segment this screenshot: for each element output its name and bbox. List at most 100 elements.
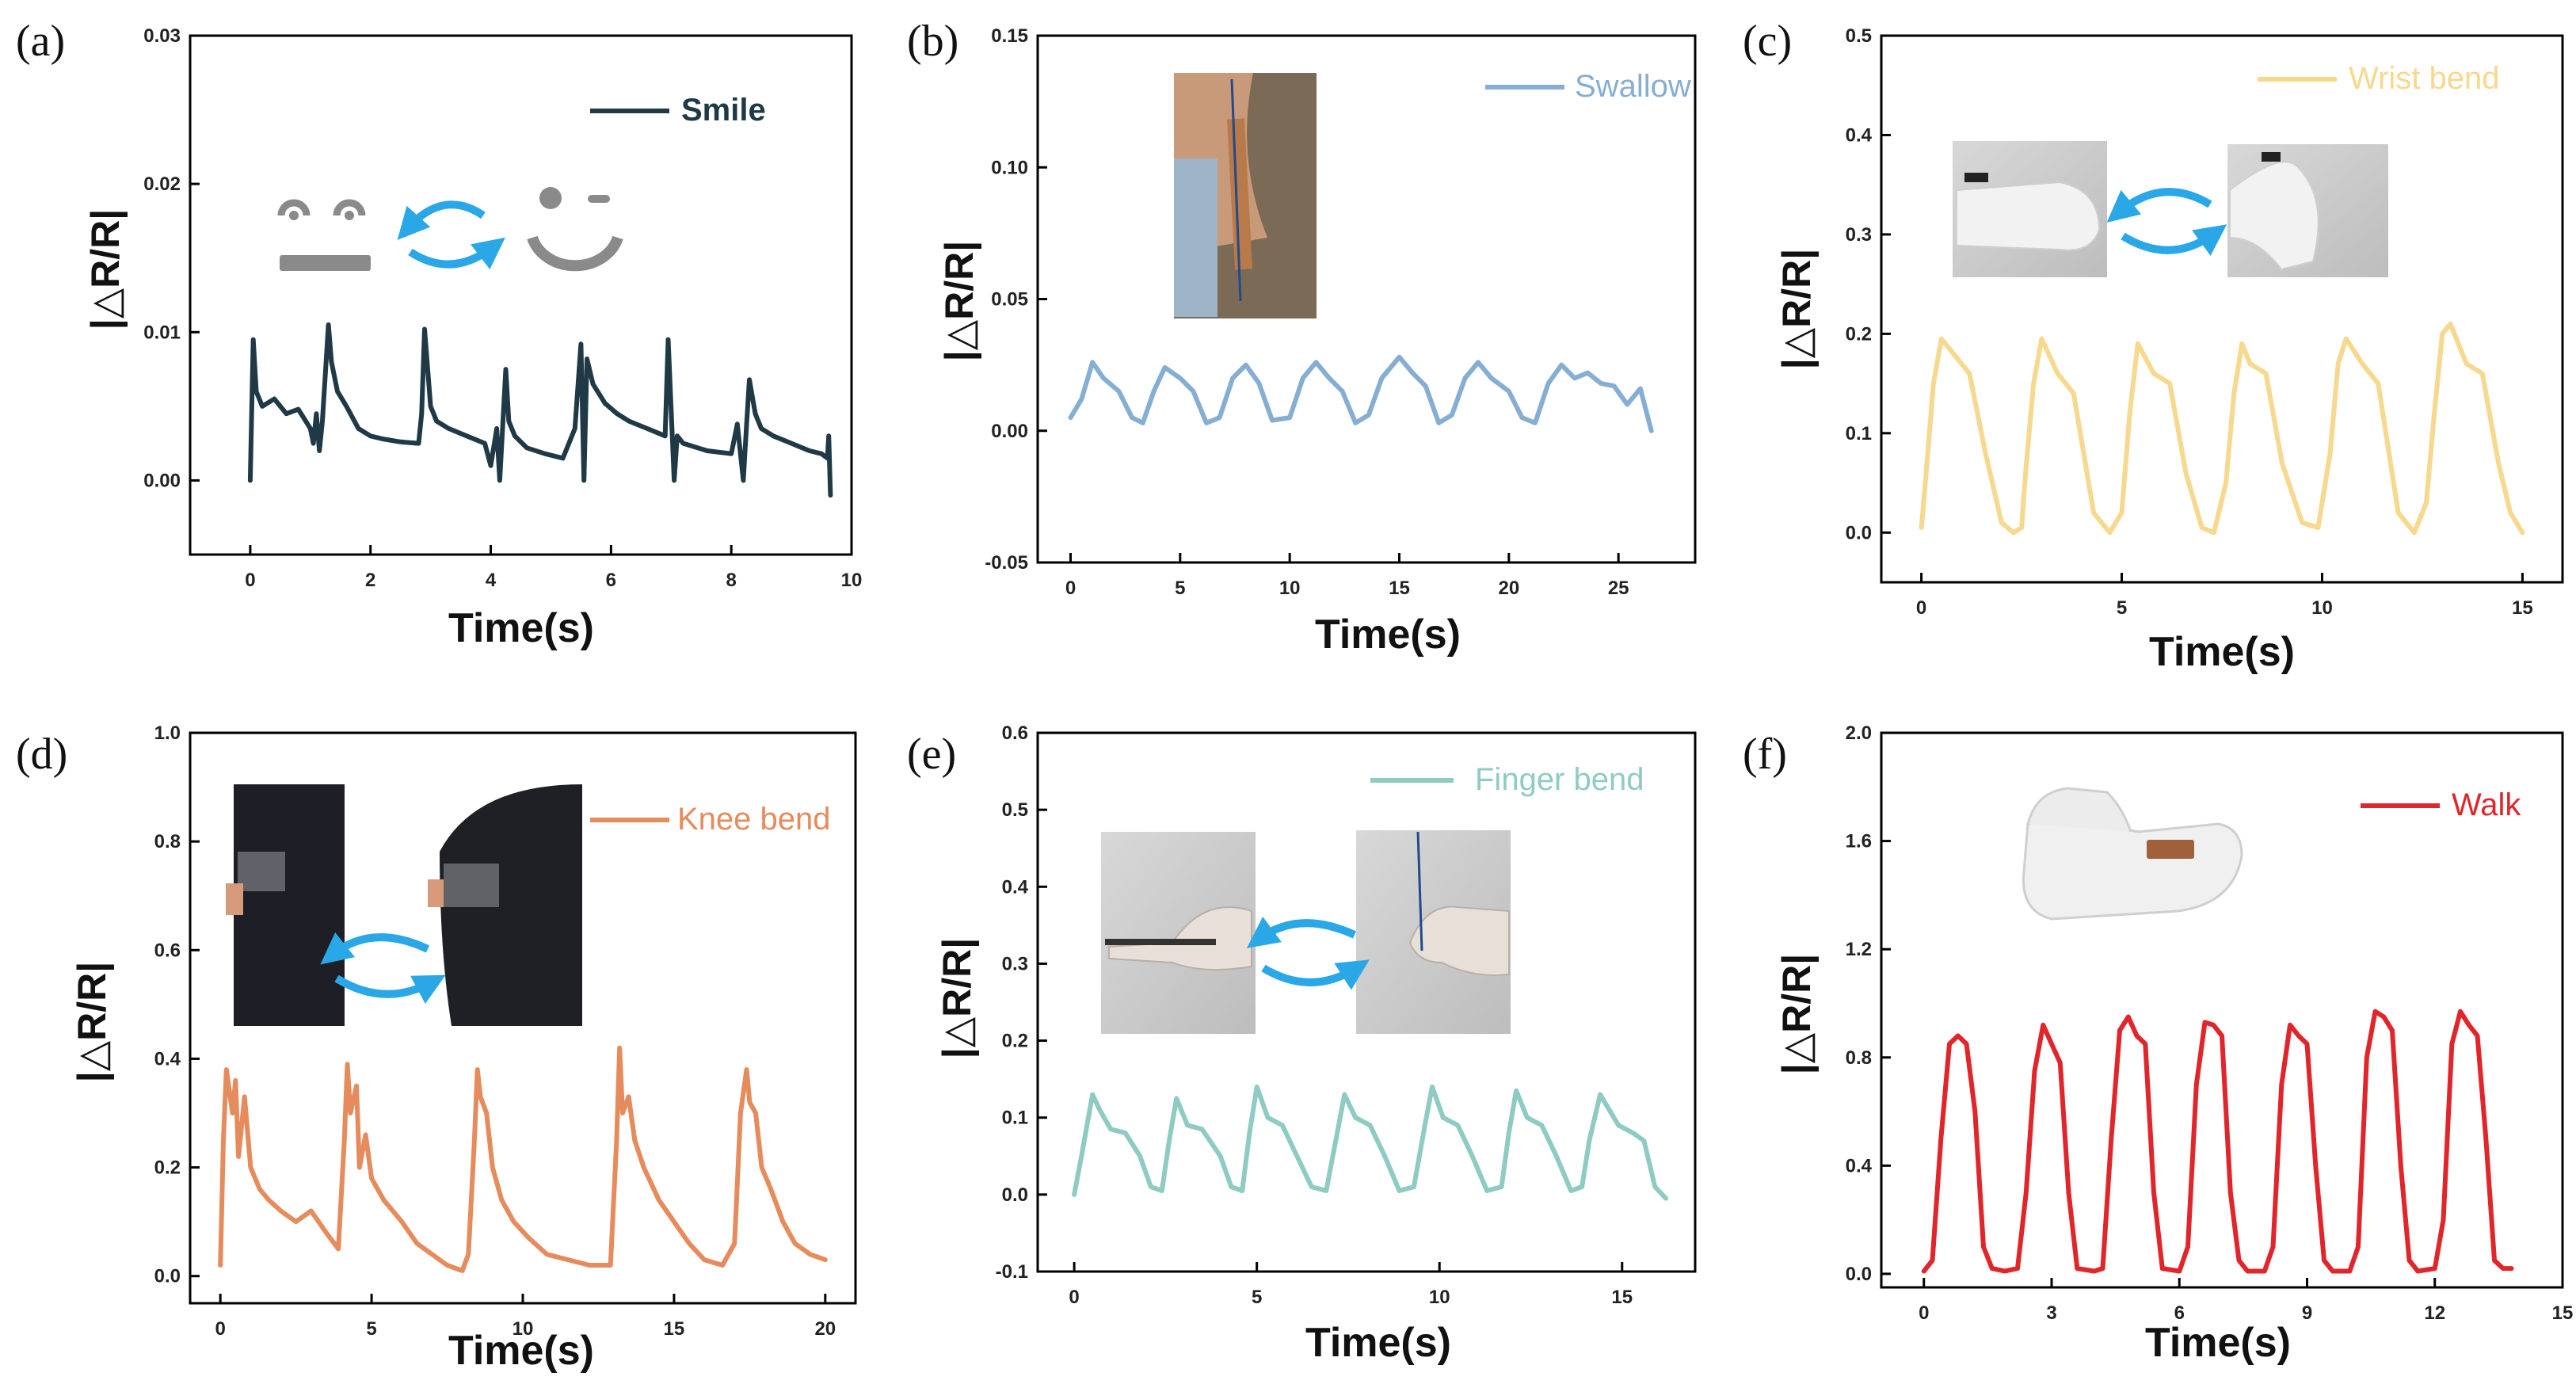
x-tick-label: 10 bbox=[841, 570, 863, 591]
panel-label: (a) bbox=[16, 17, 65, 66]
x-tick-label: 3 bbox=[2046, 1302, 2056, 1324]
swap-arrows-icon bbox=[2106, 188, 2227, 256]
panel-label: (f) bbox=[1743, 730, 1787, 779]
legend-label: Swallow bbox=[1575, 69, 1691, 104]
x-tick-label: 6 bbox=[606, 570, 616, 591]
y-tick-label: 0.0 bbox=[1002, 1184, 1028, 1206]
y-tick-label: 0.6 bbox=[1002, 723, 1028, 744]
x-tick-label: 0 bbox=[215, 1318, 226, 1340]
panel-a: (a) 0 2 4 6 8 10 0.00 0.01 0.02 0.03 |△R/R| Time(… bbox=[16, 17, 862, 651]
panel-label: (e) bbox=[907, 730, 956, 779]
x-tick-label: 25 bbox=[1608, 578, 1629, 599]
panel-label: (b) bbox=[907, 17, 958, 66]
x-tick-label: 20 bbox=[814, 1318, 836, 1340]
y-tick-label: 0.2 bbox=[1002, 1031, 1028, 1052]
plot-frame bbox=[1036, 731, 1697, 1273]
panel-c: (c) 0 5 10 15 0.0 0.1 0.2 0.3 0.4 0.5 |△R/R| Time… bbox=[1743, 17, 2564, 675]
legend: Finger bend bbox=[1370, 762, 1644, 797]
x-tick-label: 10 bbox=[2311, 597, 2333, 619]
x-tick-label: 5 bbox=[2117, 597, 2127, 619]
x-tick-label: 0 bbox=[1069, 1287, 1079, 1308]
plot-area: 0 5 10 15 20 25 -0.05 0.00 0.05 0.10 0.15 bbox=[985, 25, 1697, 599]
panel-label: (d) bbox=[16, 730, 67, 779]
plot-frame bbox=[189, 34, 853, 556]
smile-illustration bbox=[277, 187, 623, 272]
x-tick-label: 0 bbox=[1065, 578, 1076, 599]
neutral-face-icon bbox=[277, 199, 371, 271]
y-tick-label: 2.0 bbox=[1846, 723, 1872, 744]
y-tick-label: 0.15 bbox=[991, 25, 1028, 47]
y-axis-label: |△R/R| bbox=[937, 241, 982, 362]
y-tick-label: 0.6 bbox=[154, 940, 181, 961]
y-tick-label: 0.00 bbox=[143, 470, 181, 491]
x-tick-label: 4 bbox=[486, 570, 497, 591]
x-tick-label: 15 bbox=[2552, 1302, 2574, 1324]
plot-frame bbox=[1036, 34, 1697, 564]
x-axis-label: Time(s) bbox=[448, 1328, 594, 1374]
x-axis-label: Time(s) bbox=[448, 605, 594, 651]
y-tick-label: 1.6 bbox=[1846, 831, 1872, 852]
y-tick-label: 0.0 bbox=[1846, 522, 1872, 543]
plot-area: 0 5 10 15 -0.1 0.0 0.1 0.2 0.3 0.4 0.5 0.6 bbox=[996, 723, 1697, 1308]
legend: Walk bbox=[2361, 787, 2521, 822]
y-tick-label: -0.05 bbox=[985, 552, 1028, 574]
y-tick-label: 0.02 bbox=[143, 174, 181, 195]
series-line-walk bbox=[1921, 1009, 2514, 1274]
x-tick-label: 15 bbox=[664, 1318, 685, 1340]
x-tick-label: 15 bbox=[1389, 578, 1410, 599]
x-tick-label: 5 bbox=[1175, 578, 1185, 599]
plot-frame bbox=[1880, 34, 2564, 584]
wrist-photos bbox=[1953, 141, 2388, 277]
legend: Knee bend bbox=[590, 802, 831, 837]
x-tick-label: 9 bbox=[2302, 1302, 2312, 1324]
x-tick-label: 8 bbox=[726, 570, 737, 591]
x-tick-label: 15 bbox=[2512, 597, 2533, 619]
y-tick-label: 0.4 bbox=[1002, 876, 1029, 898]
legend: Wrist bend bbox=[2258, 61, 2499, 96]
panel-label: (c) bbox=[1743, 17, 1792, 66]
y-tick-label: 0.4 bbox=[154, 1048, 181, 1070]
x-tick-label: 0 bbox=[245, 570, 255, 591]
swap-arrows-icon bbox=[320, 932, 446, 1005]
series-line-smile bbox=[247, 322, 833, 498]
y-tick-label: 0.05 bbox=[991, 289, 1028, 311]
legend-label: Walk bbox=[2452, 787, 2521, 822]
x-axis-label: Time(s) bbox=[1315, 612, 1461, 658]
y-tick-label: -0.1 bbox=[996, 1261, 1028, 1283]
y-tick-label: 0.8 bbox=[1846, 1047, 1872, 1069]
y-axis-label: |△R/R| bbox=[935, 938, 980, 1059]
y-tick-label: 1.0 bbox=[154, 723, 181, 744]
legend-label: Knee bend bbox=[677, 802, 831, 837]
series-line-finger-bend bbox=[1072, 1084, 1669, 1201]
y-axis-label: |△R/R| bbox=[83, 209, 128, 330]
panel-b: (b) 0 5 10 15 20 25 -0.05 0.00 0.05 0.10 0.15 |△R/… bbox=[907, 17, 1697, 658]
x-tick-label: 0 bbox=[1916, 597, 1926, 619]
y-axis-label: |△R/R| bbox=[70, 962, 115, 1083]
series-line-wrist-bend bbox=[1919, 321, 2525, 536]
y-tick-label: 0.2 bbox=[1846, 323, 1872, 345]
y-axis-label: |△R/R| bbox=[1774, 249, 1820, 370]
sock-photo bbox=[2022, 787, 2243, 921]
x-tick-label: 15 bbox=[1611, 1287, 1633, 1308]
legend-label: Wrist bend bbox=[2349, 61, 2499, 96]
x-tick-label: 10 bbox=[1279, 578, 1301, 599]
series-line-knee-bend bbox=[218, 1045, 828, 1273]
swap-arrows-icon bbox=[1246, 917, 1370, 990]
panel-e: (e) 0 5 10 15 -0.1 0.0 0.1 0.2 0.3 0.4 0.5 0.6 |△R/… bbox=[907, 723, 1697, 1366]
neck-photo bbox=[1174, 73, 1317, 318]
x-tick-label: 6 bbox=[2174, 1302, 2185, 1324]
y-tick-label: 0.00 bbox=[991, 421, 1028, 442]
y-tick-label: 1.2 bbox=[1846, 939, 1872, 960]
x-tick-label: 20 bbox=[1498, 578, 1519, 599]
x-tick-label: 12 bbox=[2424, 1302, 2445, 1324]
x-tick-label: 5 bbox=[366, 1318, 376, 1340]
x-axis-label: Time(s) bbox=[1305, 1320, 1451, 1366]
legend-label: Smile bbox=[681, 93, 766, 128]
plot-area: 0 5 10 15 0.0 0.1 0.2 0.3 0.4 0.5 bbox=[1846, 25, 2564, 619]
swap-arrows-icon bbox=[397, 200, 505, 270]
x-tick-label: 0 bbox=[1919, 1302, 1929, 1324]
y-tick-label: 0.1 bbox=[1002, 1108, 1028, 1129]
y-tick-label: 0.3 bbox=[1002, 953, 1028, 974]
finger-photos bbox=[1101, 830, 1511, 1034]
y-tick-label: 0.4 bbox=[1846, 124, 1873, 146]
